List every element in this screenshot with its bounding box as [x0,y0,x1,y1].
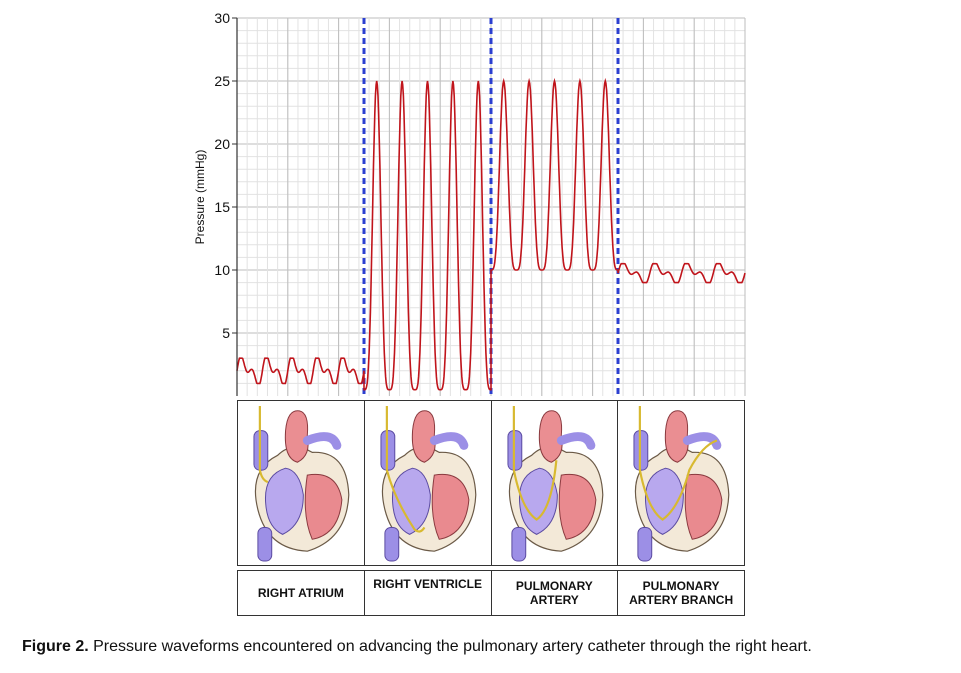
y-tick-label: 10 [214,262,230,278]
heart-right-atrium [238,401,365,565]
y-tick-labels: 5 10 15 20 25 30 [214,10,237,341]
heart-pulmonary-artery-branch [618,401,744,565]
y-axis-label: Pressure (mmHg) [193,149,207,245]
heart-illustrations [237,400,745,566]
catheter [258,405,269,484]
heart-icon [380,405,477,562]
catheter [512,405,557,521]
label-right-atrium: RIGHT ATRIUM [238,571,365,615]
caption-label: Figure 2. [22,638,89,655]
label-right-ventricle: RIGHT VENTRICLE [365,571,492,615]
heart-pulmonary-artery [492,401,619,565]
label-pulmonary-artery: PULMONARY ARTERY [492,571,619,615]
figure-caption: Figure 2. Pressure waveforms encountered… [22,638,942,656]
catheter [639,405,718,521]
label-pulmonary-artery-branch: PULMONARY ARTERY BRANCH [629,579,734,607]
caption-text: Pressure waveforms encountered on advanc… [88,638,812,655]
region-labels: RIGHT ATRIUM RIGHT VENTRICLE PULMONARY A… [237,570,745,616]
catheter [385,405,426,533]
y-tick-label: 30 [214,10,230,26]
heart-right-ventricle [365,401,492,565]
pressure-chart: 5 10 15 20 25 30 [214,10,746,396]
pressure-waveform [236,77,746,391]
heart-icon [633,405,730,562]
y-tick-label: 15 [214,199,230,215]
y-tick-label: 25 [214,73,230,89]
heart-icon [253,405,350,562]
y-tick-label: 5 [222,325,230,341]
heart-icon [506,405,603,562]
y-tick-label: 20 [214,136,230,152]
